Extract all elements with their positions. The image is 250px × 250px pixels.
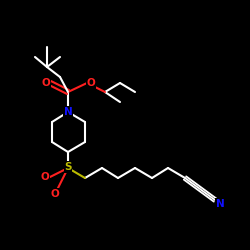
Text: N: N — [216, 199, 224, 209]
Text: O: O — [40, 172, 50, 182]
Text: O: O — [42, 78, 50, 88]
Text: O: O — [50, 189, 59, 199]
Text: S: S — [64, 162, 72, 172]
Text: N: N — [64, 107, 72, 117]
Text: O: O — [87, 78, 96, 88]
